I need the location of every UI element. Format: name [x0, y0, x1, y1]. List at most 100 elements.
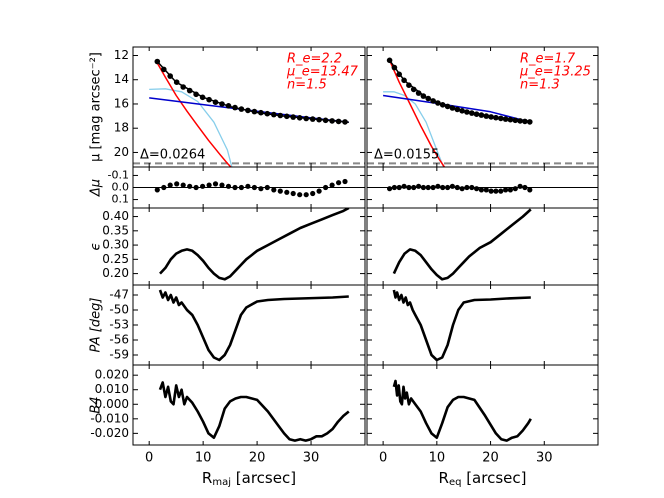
residual-point — [316, 188, 322, 194]
panel-data-layer — [392, 379, 532, 442]
x-label-rest: [arcsec] — [231, 469, 296, 487]
annotation-re: R_e=2.2 — [287, 52, 342, 67]
y-tick-label: 0.020 — [95, 368, 129, 382]
residual-point — [464, 184, 470, 191]
b4-curve — [392, 379, 532, 442]
profile-point — [454, 106, 461, 113]
profile-point — [271, 111, 277, 118]
panel-frame — [132, 207, 366, 286]
residual-point — [401, 183, 407, 189]
residual-point — [200, 183, 206, 189]
residual-point — [251, 184, 257, 191]
residual-point — [440, 184, 446, 191]
profile-point — [309, 116, 316, 122]
x-tick-label: 20 — [482, 451, 499, 466]
annotation-mue: μ_e=13.25 — [519, 65, 591, 80]
profile-point — [335, 118, 342, 125]
profile-point — [296, 115, 303, 121]
residual-point — [396, 184, 402, 191]
y-tick-label: -53 — [109, 318, 129, 332]
y-axis-label: ϵ — [89, 243, 104, 251]
residual-point — [303, 192, 309, 198]
residual-point — [425, 184, 431, 191]
profile-point — [507, 116, 514, 123]
profile-point — [264, 110, 271, 117]
panel-mu-equivalent: R_e=1.7μ_e=13.25n=1.3 Δ=0.0155 — [366, 46, 599, 168]
profile-point — [493, 114, 499, 121]
residual-point — [187, 183, 193, 189]
y-tick-label: -59 — [109, 348, 129, 362]
residual-point — [310, 190, 316, 197]
y-tick-label: 0.30 — [102, 238, 129, 252]
profile-point — [444, 103, 451, 110]
x-tick-label: 20 — [249, 451, 266, 466]
residual-point — [323, 184, 329, 191]
panel-pa-major: -47-50-53-56-59 PA [deg] — [89, 284, 366, 366]
y-tick-label: -0.010 — [90, 411, 129, 425]
residual-point — [193, 184, 199, 191]
profile-point — [206, 96, 212, 103]
x-axis-label: Req [arcsec] — [439, 469, 527, 489]
residual-point — [245, 183, 251, 189]
profile-point — [322, 117, 329, 124]
annotation-mue: μ_e=13.47 — [286, 65, 359, 80]
residual-point — [391, 184, 397, 191]
y-tick-label: -50 — [109, 303, 129, 317]
profile-point — [410, 86, 417, 93]
residual-point — [406, 184, 412, 191]
panel-data-layer — [158, 381, 350, 442]
profile-point — [425, 95, 432, 102]
residual-point — [483, 187, 489, 193]
x-label-subscript: maj — [212, 477, 231, 488]
profile-point — [212, 99, 219, 105]
annotation-delta: Δ=0.0264 — [140, 148, 205, 163]
profile-point — [284, 113, 290, 120]
residual-point — [161, 184, 167, 191]
bulge-light-curve — [149, 88, 233, 167]
y-tick-label: 0.25 — [102, 252, 129, 266]
residual-point — [522, 184, 528, 191]
panel-frame — [366, 364, 599, 446]
panel-data-layer — [392, 289, 531, 362]
residual-point — [180, 182, 186, 188]
residual-point — [271, 187, 277, 193]
residual-point — [225, 183, 232, 189]
y-tick-label: 14 — [114, 72, 129, 86]
residual-point — [498, 188, 504, 194]
profile-point — [502, 116, 509, 122]
pa-curve — [158, 289, 349, 362]
residual-point — [503, 187, 509, 193]
residual-point — [212, 181, 219, 187]
residual-point — [420, 184, 426, 191]
profile-point — [180, 84, 186, 90]
residual-point — [488, 188, 494, 194]
profile-point — [316, 116, 322, 123]
profile-point — [439, 102, 446, 108]
profile-point — [342, 119, 348, 125]
profile-point — [498, 115, 504, 122]
panel-pa-equivalent — [366, 284, 599, 366]
x-tick-label: 10 — [429, 451, 446, 466]
residual-point — [277, 188, 283, 194]
profile-point — [522, 118, 528, 125]
profile-point — [464, 109, 470, 115]
residual-point — [527, 187, 533, 193]
profile-point — [478, 112, 485, 118]
profile-point — [459, 108, 465, 114]
profile-point — [430, 98, 436, 104]
y-tick-label: 16 — [114, 96, 129, 110]
residual-point — [469, 184, 475, 191]
x-tick-label: 30 — [303, 451, 320, 466]
residual-point — [416, 183, 422, 189]
y-tick-label: 0.000 — [95, 397, 129, 411]
residual-point — [445, 184, 451, 191]
y-tick-label: -0.020 — [90, 426, 129, 440]
residual-point — [430, 184, 436, 191]
x-axis-label: Rmaj [arcsec] — [202, 469, 296, 489]
profile-point — [167, 73, 173, 79]
annotation-delta: Δ=0.0155 — [374, 148, 439, 163]
x-tick-label: 0 — [145, 451, 153, 466]
profile-point — [154, 58, 161, 65]
pa-curve — [392, 289, 531, 362]
